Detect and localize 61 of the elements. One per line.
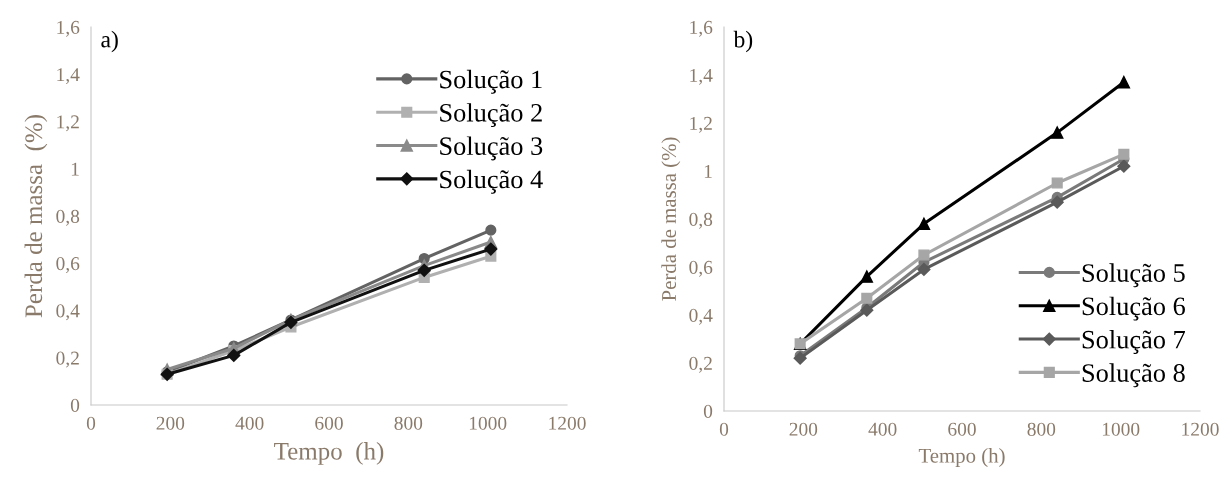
x-tick-label: 600	[315, 416, 343, 430]
point	[1050, 126, 1064, 139]
y-tick-label: 0,4	[56, 304, 80, 321]
y-tick-label: 0,4	[689, 308, 713, 325]
y-tick-label: 1,6	[57, 20, 80, 37]
x-tick-label: 1000	[469, 416, 507, 430]
legend-label: Solução 7	[1082, 329, 1186, 354]
x-tick-label: 800	[1027, 422, 1056, 436]
x-axis-title: Tempo (h)	[918, 448, 1005, 467]
point	[417, 263, 431, 277]
point	[917, 217, 931, 231]
y-tick-label: 1	[704, 164, 712, 178]
x-tick-label: 400	[235, 416, 264, 430]
legend-label: Solução 1	[440, 69, 542, 94]
y-tick-label: 0,8	[689, 212, 713, 229]
x-axis-title: Tempo (h)	[274, 442, 384, 465]
y-tick-label: 0,6	[689, 260, 713, 277]
y-tick-label: 1,4	[57, 68, 80, 84]
legend-label: Solução 4	[440, 169, 543, 194]
point	[484, 242, 498, 256]
legend-label: Solução 8	[1082, 363, 1185, 388]
y-tick-label: 0,2	[689, 356, 712, 373]
y-tick-label: 1	[71, 162, 79, 176]
y-tick-label: 1,2	[690, 116, 712, 133]
y-tick-label: 0,2	[56, 351, 79, 368]
x-tick-label: 800	[394, 416, 423, 430]
point	[918, 249, 930, 261]
point	[1117, 159, 1131, 173]
y-axis-title: Perda de massa (%)	[661, 137, 681, 301]
legend-label: Solução 6	[1082, 296, 1185, 321]
point	[917, 262, 931, 276]
y-axis-title: Perda de massa (%)	[24, 115, 48, 318]
point	[1118, 148, 1130, 160]
point	[485, 224, 497, 236]
x-tick-label: 1000	[1102, 422, 1140, 436]
x-tick-label: 200	[789, 422, 818, 436]
x-tick-label: 1200	[549, 416, 586, 430]
y-tick-label: 0,6	[56, 257, 80, 273]
y-tick-label: 1,6	[690, 20, 713, 37]
annotation: b)	[733, 30, 753, 53]
x-tick-label: 600	[948, 422, 976, 436]
point	[861, 292, 873, 304]
annotation: a)	[101, 30, 118, 53]
x-tick-label: 200	[156, 416, 185, 430]
point	[1051, 177, 1063, 189]
y-tick-label: 1,2	[57, 115, 79, 132]
point	[1050, 195, 1064, 209]
legend-label: Solução 3	[440, 136, 543, 161]
x-tick-label: 400	[868, 422, 897, 436]
legend-label: Solução 2	[440, 103, 542, 128]
y-tick-label: 0	[70, 398, 80, 412]
point	[1117, 75, 1131, 89]
point	[860, 270, 874, 283]
x-tick-label: 0	[719, 422, 729, 436]
point	[227, 348, 241, 362]
y-tick-label: 0	[703, 404, 713, 418]
legend-label: Solução 5	[1082, 263, 1185, 288]
y-tick-label: 1,4	[690, 68, 713, 85]
x-tick-label: 0	[86, 416, 96, 430]
x-tick-label: 1200	[1182, 422, 1219, 436]
y-tick-label: 0,8	[56, 209, 80, 226]
